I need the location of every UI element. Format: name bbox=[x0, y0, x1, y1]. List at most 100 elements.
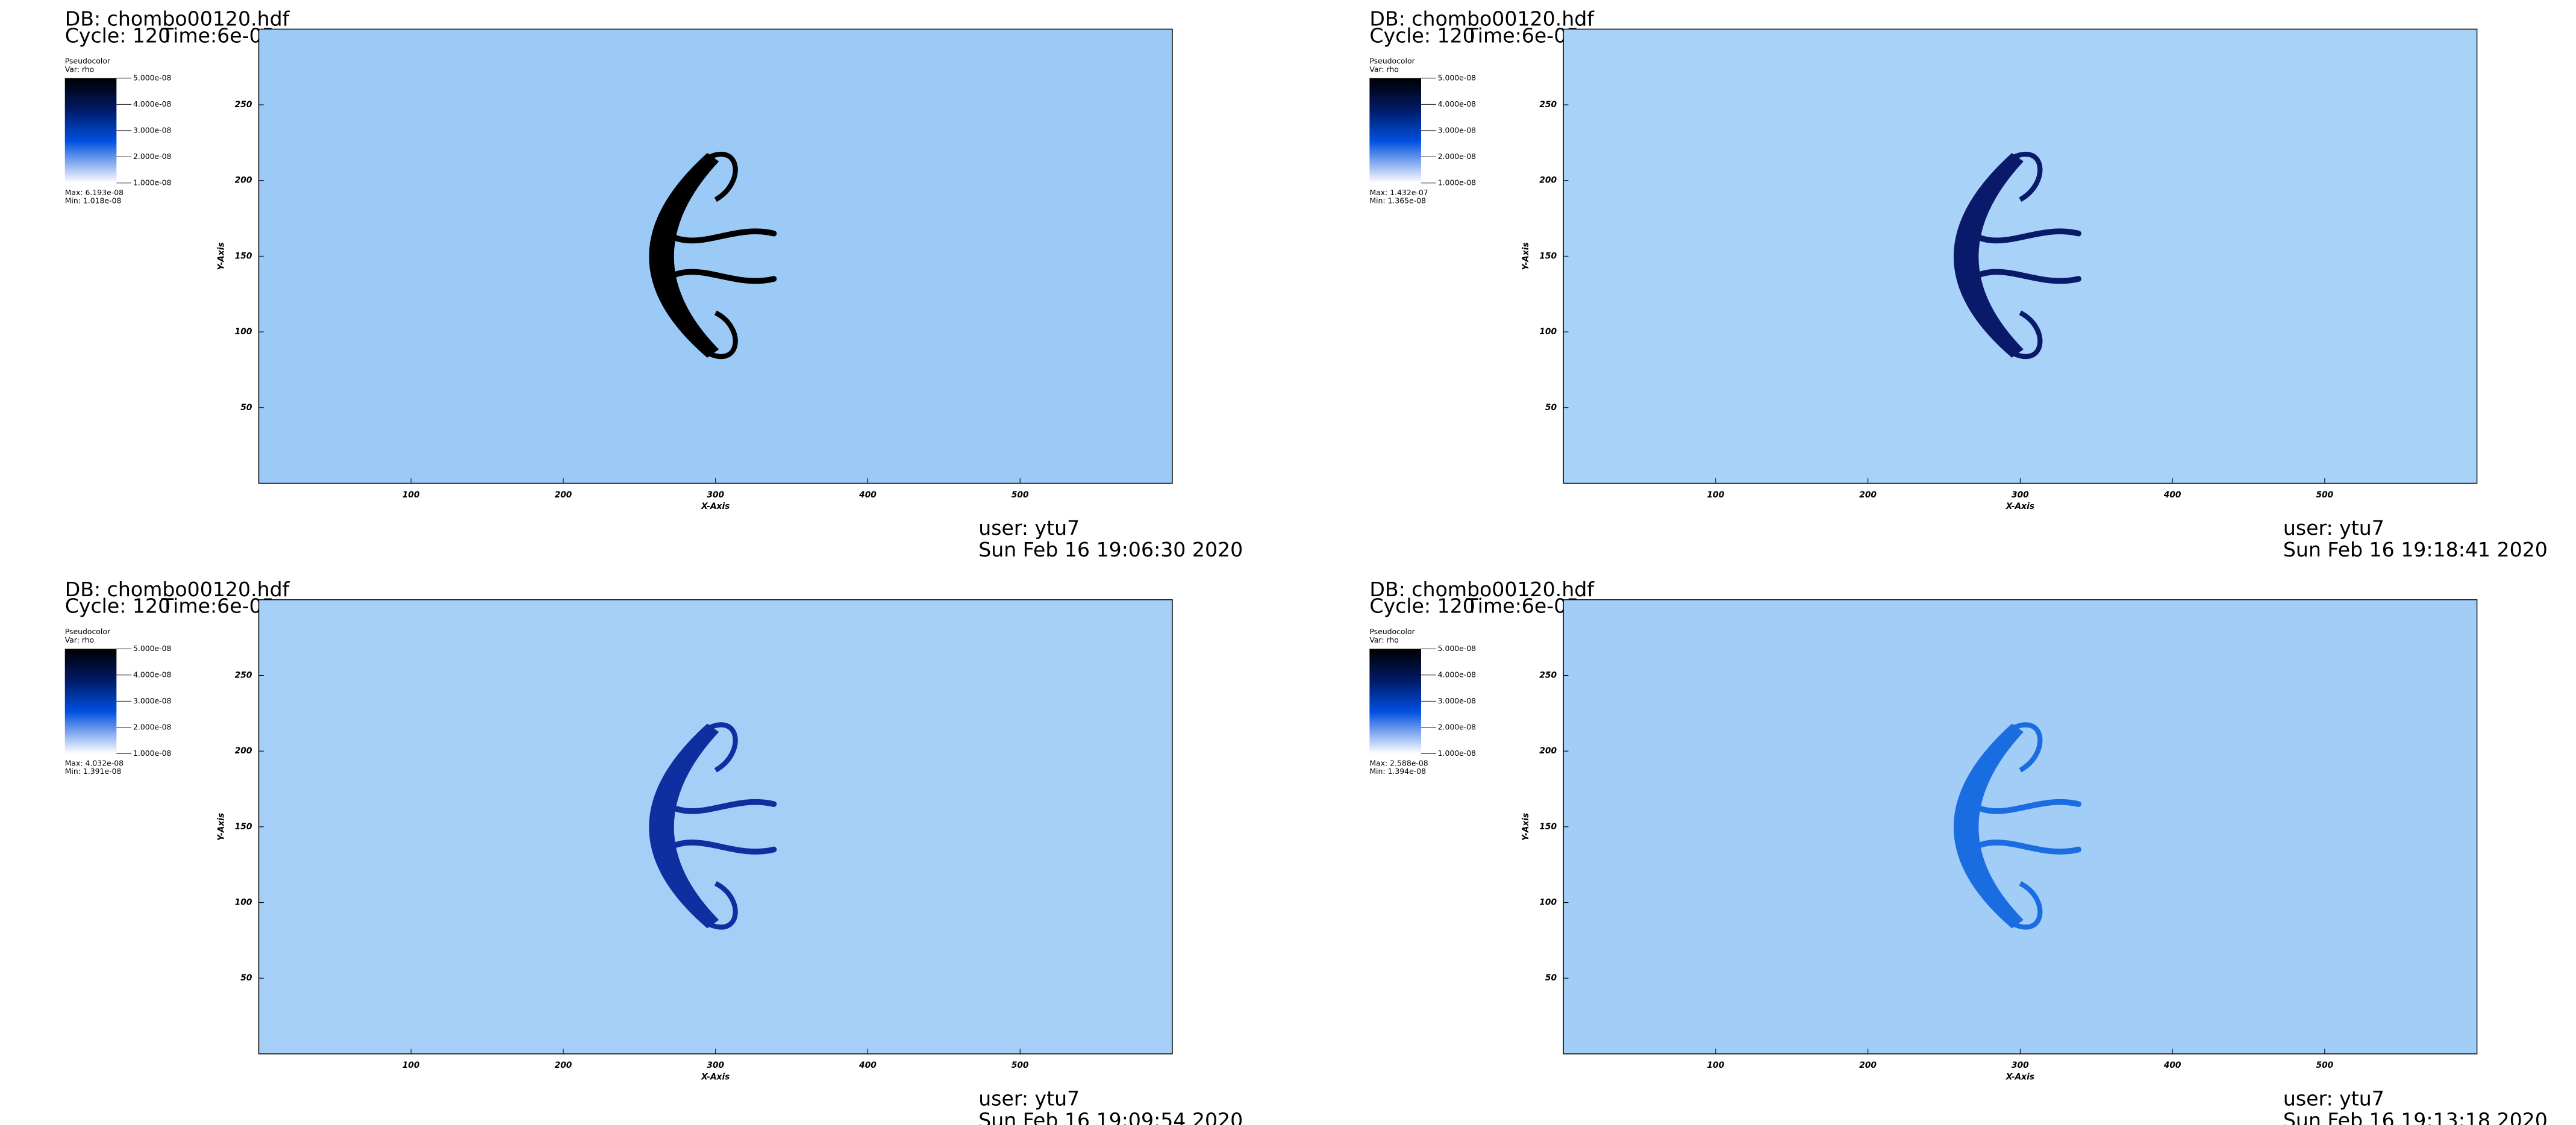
x-tick-label: 100 bbox=[1707, 1061, 1724, 1070]
max-label: Max: 2.588e-08 bbox=[1369, 758, 1428, 767]
date-label: Sun Feb 16 19:18:41 2020 bbox=[2283, 538, 2548, 561]
y-tick-label: 200 bbox=[1539, 176, 1557, 185]
x-tick-label: 200 bbox=[555, 490, 572, 500]
cycle-label: Cycle: 120 bbox=[65, 594, 170, 618]
shock-front bbox=[1953, 723, 2024, 929]
colorbar-tick-label: 1.000e-08 bbox=[133, 178, 172, 187]
y-tick-label: 250 bbox=[1539, 670, 1557, 680]
legend-var: Var: rho bbox=[65, 635, 95, 644]
y-tick-label: 100 bbox=[235, 898, 252, 908]
x-tick-label: 400 bbox=[2163, 1061, 2181, 1070]
date-label: Sun Feb 16 19:09:54 2020 bbox=[978, 1108, 1243, 1125]
y-tick-label: 150 bbox=[1539, 251, 1557, 261]
colorbar-tick-label: 5.000e-08 bbox=[1438, 73, 1477, 82]
y-tick-label: 50 bbox=[1545, 973, 1557, 983]
tendril bbox=[663, 799, 777, 814]
time-label: Time:6e-05 bbox=[161, 594, 275, 618]
cycle-label: Cycle: 120 bbox=[1369, 594, 1475, 618]
legend-title: Pseudocolor bbox=[1369, 57, 1415, 66]
user-label: user: ytu7 bbox=[2283, 516, 2384, 540]
user-label: user: ytu7 bbox=[978, 516, 1080, 540]
colorbar bbox=[64, 78, 117, 183]
x-tick-label: 100 bbox=[402, 1061, 420, 1070]
legend-var: Var: rho bbox=[65, 65, 95, 74]
legend-title: Pseudocolor bbox=[1369, 627, 1415, 636]
y-axis-label: Y-Axis bbox=[1521, 242, 1531, 270]
tendril bbox=[663, 269, 777, 284]
x-tick-label: 400 bbox=[858, 1061, 877, 1070]
x-tick-label: 400 bbox=[2163, 490, 2181, 500]
y-tick-label: 200 bbox=[1539, 746, 1557, 756]
colorbar-tick-label: 1.000e-08 bbox=[1438, 178, 1477, 187]
y-axis-label: Y-Axis bbox=[216, 813, 226, 841]
density-feature bbox=[1953, 151, 2081, 360]
lobe bbox=[2010, 881, 2043, 930]
db-label: DB: chombo00120.hdf bbox=[1369, 578, 1595, 601]
density-feature bbox=[649, 151, 777, 360]
x-tick-label: 400 bbox=[858, 490, 877, 500]
colorbar-tick-label: 2.000e-08 bbox=[1438, 722, 1477, 731]
colorbar-tick-label: 4.000e-08 bbox=[133, 670, 172, 679]
user-label: user: ytu7 bbox=[2283, 1086, 2384, 1110]
lobe bbox=[2010, 151, 2043, 202]
min-label: Min: 1.018e-08 bbox=[65, 196, 122, 205]
y-tick-label: 100 bbox=[235, 327, 252, 337]
colorbar-tick-label: 5.000e-08 bbox=[133, 73, 172, 82]
y-axis-label: Y-Axis bbox=[216, 242, 226, 270]
cycle-label: Cycle: 120 bbox=[1369, 23, 1475, 47]
x-tick-label: 200 bbox=[1859, 1061, 1877, 1070]
x-tick-label: 200 bbox=[1859, 490, 1877, 500]
tendril bbox=[663, 840, 777, 855]
y-tick-label: 150 bbox=[1539, 822, 1557, 832]
colorbar-tick-label: 2.000e-08 bbox=[133, 152, 172, 161]
colorbar-tick-label: 4.000e-08 bbox=[1438, 99, 1477, 108]
colorbar bbox=[1369, 649, 1421, 754]
db-label: DB: chombo00120.hdf bbox=[65, 7, 290, 31]
tendril bbox=[663, 228, 777, 244]
y-tick-label: 50 bbox=[240, 973, 252, 983]
y-tick-label: 250 bbox=[1539, 100, 1557, 110]
time-label: Time:6e-05 bbox=[1466, 594, 1580, 618]
legend-title: Pseudocolor bbox=[65, 57, 111, 66]
plot-area bbox=[1563, 28, 2478, 484]
db-label: DB: chombo00120.hdf bbox=[1369, 7, 1595, 31]
legend-title: Pseudocolor bbox=[65, 627, 111, 636]
x-axis-label: X-Axis bbox=[2005, 502, 2034, 511]
lobe bbox=[706, 881, 738, 930]
min-label: Min: 1.365e-08 bbox=[1369, 196, 1426, 205]
shock-front bbox=[649, 153, 719, 358]
y-tick-label: 200 bbox=[235, 176, 252, 185]
y-tick-label: 250 bbox=[235, 670, 252, 680]
colorbar bbox=[64, 649, 117, 754]
colorbar bbox=[1369, 78, 1421, 183]
y-axis-label: Y-Axis bbox=[1521, 813, 1531, 841]
x-tick-label: 300 bbox=[707, 1061, 724, 1070]
density-feature bbox=[1953, 722, 2081, 930]
colorbar-tick-label: 3.000e-08 bbox=[1438, 125, 1477, 134]
y-tick-label: 250 bbox=[235, 100, 252, 110]
x-tick-label: 500 bbox=[1011, 1061, 1029, 1070]
colorbar-tick-label: 2.000e-08 bbox=[1438, 152, 1477, 161]
x-tick-label: 300 bbox=[707, 490, 724, 500]
lobe bbox=[2010, 310, 2043, 360]
max-label: Max: 6.193e-08 bbox=[65, 188, 123, 197]
shock-front bbox=[1953, 153, 2024, 358]
legend-var: Var: rho bbox=[1369, 635, 1399, 644]
y-tick-label: 50 bbox=[240, 403, 252, 413]
lobe bbox=[706, 310, 738, 360]
y-tick-label: 100 bbox=[1539, 327, 1557, 337]
density-feature bbox=[649, 722, 777, 930]
colorbar-tick-label: 2.000e-08 bbox=[133, 722, 172, 731]
y-tick-label: 150 bbox=[235, 822, 252, 832]
x-axis-label: X-Axis bbox=[701, 1073, 730, 1082]
date-label: Sun Feb 16 19:06:30 2020 bbox=[978, 538, 1243, 561]
colorbar-tick-label: 3.000e-08 bbox=[133, 125, 172, 134]
min-label: Min: 1.391e-08 bbox=[65, 767, 122, 776]
x-tick-label: 500 bbox=[2316, 1061, 2333, 1070]
x-tick-label: 500 bbox=[1011, 490, 1029, 500]
y-tick-label: 200 bbox=[235, 746, 252, 756]
